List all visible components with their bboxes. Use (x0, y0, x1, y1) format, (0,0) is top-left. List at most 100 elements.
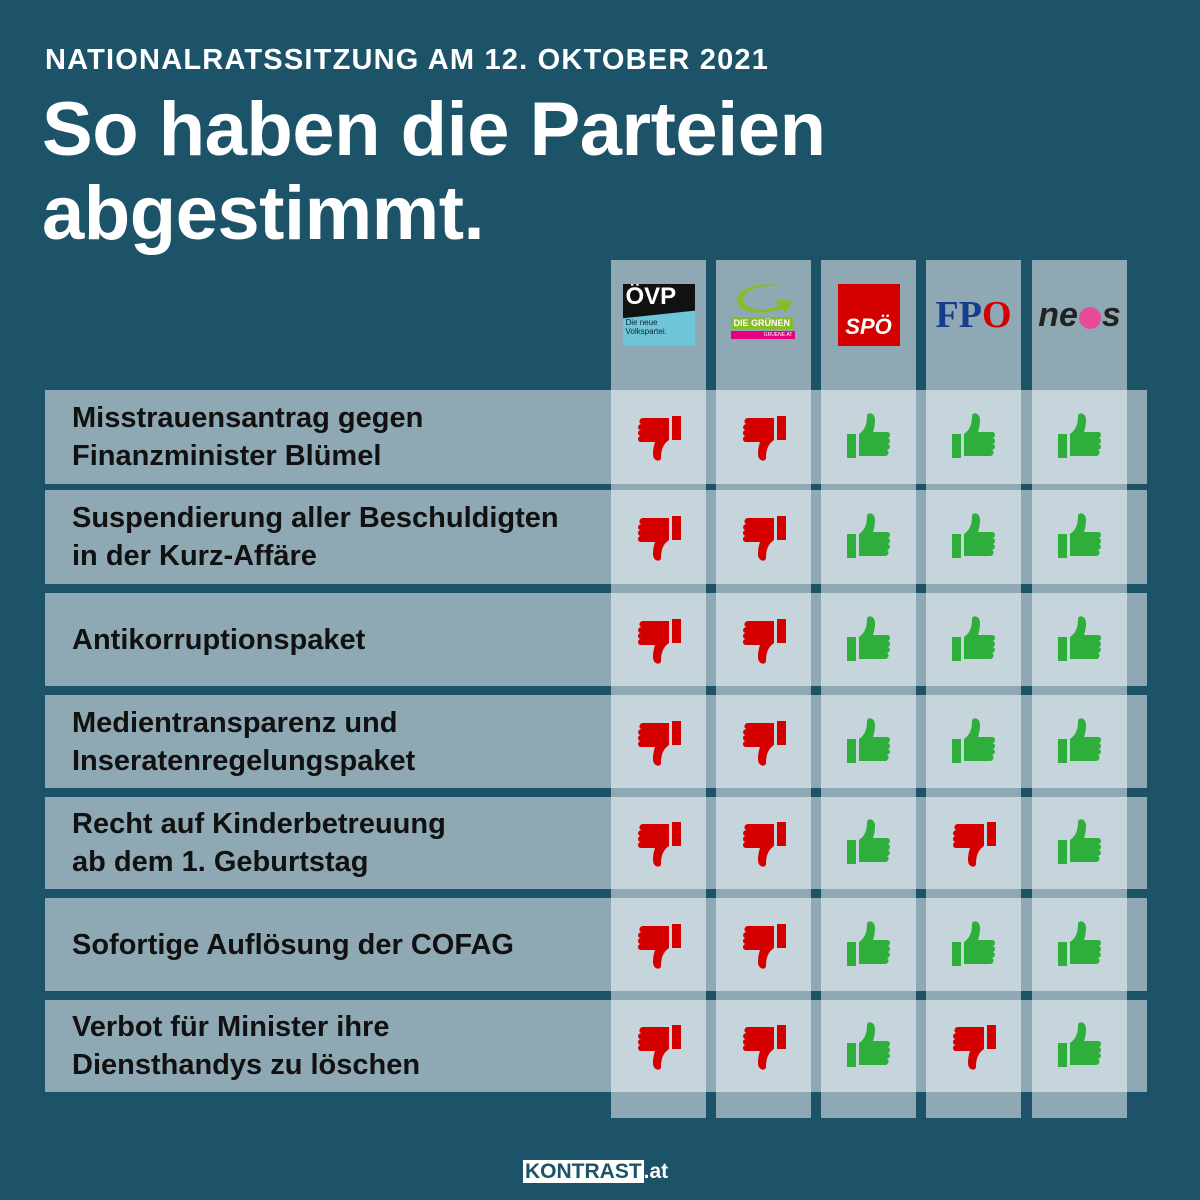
vote-cell (1032, 695, 1127, 788)
motion-label: Suspendierung aller Beschuldigten in der … (72, 490, 559, 584)
vote-cell (926, 695, 1021, 788)
thumbs-up-icon (846, 513, 890, 558)
vote-cell (926, 390, 1021, 484)
vote-cell (611, 695, 706, 788)
vote-cell (611, 797, 706, 889)
motion-label: Misstrauensantrag gegen Finanzminister Bl… (72, 390, 423, 484)
thumbs-down-icon (637, 618, 681, 664)
thumbs-down-icon (952, 822, 996, 867)
motion-label: Antikorruptionspaket (72, 593, 365, 686)
vote-cell (611, 1000, 706, 1092)
motion-label-line: Recht auf Kinderbetreuung (72, 808, 446, 840)
thumbs-up-icon (951, 513, 995, 558)
thumbs-up-icon (1057, 819, 1101, 864)
motion-label-line: Misstrauensantrag gegen (72, 402, 424, 434)
thumbs-down-icon (637, 516, 681, 561)
vote-cell (926, 490, 1021, 584)
vote-cell (716, 898, 811, 991)
thumbs-up-icon (951, 413, 995, 458)
vote-cell (821, 593, 916, 686)
motion-label-line: Antikorruptionspaket (72, 623, 366, 656)
thumbs-up-icon (846, 920, 890, 966)
thumbs-up-icon (951, 615, 995, 661)
vote-cell (716, 490, 811, 584)
vote-cell (716, 390, 811, 484)
thumbs-up-icon (1057, 717, 1101, 763)
title-line-2: abgestimmt. (42, 171, 485, 256)
vote-cell (611, 593, 706, 686)
vote-cell (1032, 1000, 1127, 1092)
thumbs-up-icon (846, 717, 890, 763)
vote-cell (821, 695, 916, 788)
vote-cell (611, 490, 706, 584)
thumbs-down-icon (637, 923, 681, 969)
vote-cell (1032, 490, 1127, 584)
thumbs-down-icon (637, 822, 681, 867)
vote-cell (1032, 593, 1127, 686)
thumbs-down-icon (637, 1025, 681, 1070)
vote-cell (821, 390, 916, 484)
vote-cell (926, 593, 1021, 686)
thumbs-down-icon (742, 516, 786, 561)
motion-label-line: Sofortige Auflösung der COFAG (72, 928, 514, 961)
vote-cell (926, 797, 1021, 889)
title-line-1: So haben die Parteien (42, 87, 826, 172)
thumbs-up-icon (846, 413, 890, 458)
vote-cell (926, 1000, 1021, 1092)
thumbs-up-icon (846, 615, 890, 661)
vote-cell (1032, 390, 1127, 484)
vote-cell (716, 593, 811, 686)
thumbs-up-icon (951, 717, 995, 763)
vote-cell (821, 490, 916, 584)
gruene-g-icon (736, 284, 793, 313)
thumbs-down-icon (742, 720, 786, 766)
thumbs-down-icon (742, 822, 786, 867)
vote-cell (926, 898, 1021, 991)
footer-brand: KONTRAST.at (523, 1160, 669, 1183)
motion-label: Recht auf Kinderbetreuung ab dem 1. Gebur… (72, 797, 446, 889)
thumbs-up-icon (846, 819, 890, 864)
logo-gruene: DIE GRÜNEN GRUENE.AT (716, 280, 811, 350)
motion-label-line: Diensthandys zu löschen (72, 1049, 421, 1081)
thumbs-down-icon (952, 1025, 996, 1070)
motion-label-line: Inseratenregelungspaket (72, 744, 416, 777)
thumbs-up-icon (846, 1022, 890, 1067)
vote-cell (716, 797, 811, 889)
thumbs-up-icon (1057, 920, 1101, 966)
logo-oevp: ÖVP Die neue Volkspartei. (611, 280, 706, 350)
motion-label-line: ab dem 1. Geburtstag (72, 846, 369, 878)
thumbs-down-icon (742, 416, 786, 461)
logo-neos: ne s (1038, 295, 1121, 334)
thumbs-down-icon (742, 618, 786, 664)
vote-cell (821, 797, 916, 889)
page-title: So haben die Parteien abgestimmt. (42, 88, 826, 256)
vote-cell (716, 1000, 811, 1092)
vote-cell (716, 695, 811, 788)
thumbs-up-icon (1057, 615, 1101, 661)
motion-label-line: in der Kurz-Affäre (72, 540, 317, 572)
thumbs-up-icon (1057, 1022, 1101, 1067)
thumbs-down-icon (742, 923, 786, 969)
motion-label-line: Suspendierung aller Beschuldigten (72, 502, 559, 534)
thumbs-up-icon (951, 920, 995, 966)
vote-cell (611, 898, 706, 991)
motion-label-line: Finanzminister Blümel (72, 440, 382, 472)
vote-cell (821, 898, 916, 991)
motion-label: Verbot für Minister ihre Diensthandys zu … (72, 1000, 420, 1092)
motion-label-line: Verbot für Minister ihre (72, 1011, 390, 1043)
thumbs-up-icon (1057, 413, 1101, 458)
logo-spoe: SPÖ (821, 280, 916, 350)
thumbs-down-icon (637, 416, 681, 461)
vote-cell (1032, 797, 1127, 889)
thumbs-down-icon (742, 1025, 786, 1070)
vote-cell (611, 390, 706, 484)
vote-cell (821, 1000, 916, 1092)
motion-label: Sofortige Auflösung der COFAG (72, 898, 514, 991)
logo-fpoe: FP O (935, 294, 1012, 336)
motion-label: Medientransparenz und Inseratenregelungsp… (72, 695, 415, 788)
motion-label-line: Medientransparenz und (72, 706, 398, 739)
kicker: NATIONALRATSSITZUNG AM 12. OKTOBER 2021 (45, 44, 770, 76)
thumbs-up-icon (1057, 513, 1101, 558)
thumbs-down-icon (637, 720, 681, 766)
vote-cell (1032, 898, 1127, 991)
